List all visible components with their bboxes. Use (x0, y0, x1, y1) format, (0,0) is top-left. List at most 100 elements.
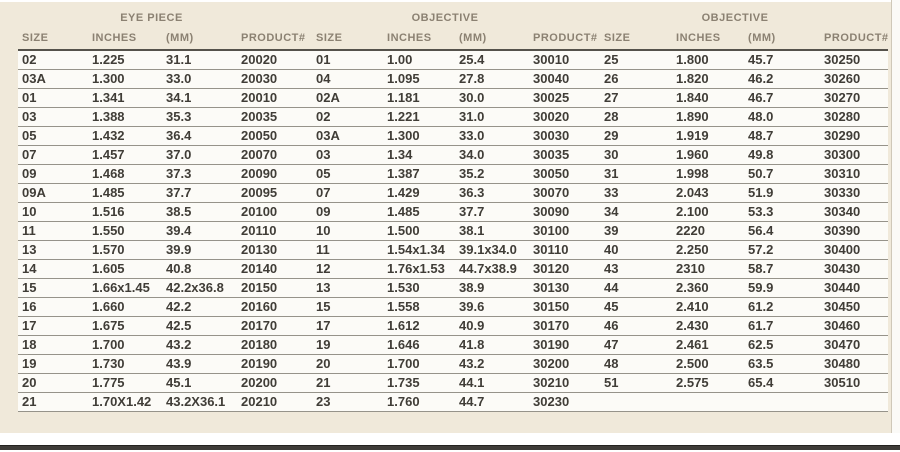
table-cell: 39.4 (162, 221, 238, 241)
table-cell: 02 (18, 50, 88, 70)
table-cell: 39.9 (162, 240, 238, 260)
column-header-product-1: PRODUCT# (237, 26, 313, 51)
table-cell: 30035 (529, 145, 601, 165)
spec-table: EYE PIECE OBJECTIVE OBJECTIVE SIZE INCHE… (18, 4, 889, 412)
table-cell: 01 (18, 88, 88, 108)
table-cell: 47 (600, 335, 673, 355)
table-cell: 20130 (237, 240, 313, 260)
bottom-rule (0, 445, 900, 450)
table-cell: 30260 (820, 69, 889, 89)
table-cell: 09 (312, 202, 384, 222)
table-cell: 1.919 (672, 126, 745, 146)
table-cell: 15 (312, 297, 384, 317)
table-cell: 1.730 (88, 354, 162, 374)
table-cell: 1.820 (672, 69, 745, 89)
table-cell: 2.575 (672, 373, 745, 393)
table-cell: 2.043 (672, 183, 745, 203)
table-cell: 1.500 (383, 221, 456, 241)
table-cell: 63.5 (744, 354, 821, 374)
table-cell: 58.7 (744, 259, 821, 279)
table-cell: 2.100 (672, 202, 745, 222)
table-row: 07 1.457 37.0 20070 03 1.34 34.0 30035 30 1.960 49… (18, 145, 889, 165)
table-cell: 20 (18, 373, 88, 393)
table-cell: 43.2 (455, 354, 530, 374)
table-row: 03 1.388 35.3 20035 02 1.221 31.0 30020 28 1.890 4… (18, 107, 889, 127)
table-cell: 25 (600, 50, 673, 70)
table-cell: 30 (600, 145, 673, 165)
table-cell: 05 (312, 164, 384, 184)
table-cell: 34.0 (455, 145, 530, 165)
group-header-spacer (529, 4, 600, 26)
table-cell: 30040 (529, 69, 601, 89)
table-cell: 09 (18, 164, 88, 184)
table-cell: 1.646 (383, 335, 456, 355)
table-cell: 30230 (529, 392, 601, 412)
table-row: 01 1.341 34.1 20010 02A 1.181 30.0 30025 27 1.840… (18, 88, 889, 108)
table-cell: 20070 (237, 145, 313, 165)
table-cell: 1.70X1.42 (88, 392, 162, 412)
table-cell: 17 (18, 316, 88, 336)
table-cell: 30440 (820, 278, 889, 298)
table-body: 02 1.225 31.1 20020 01 1.00 25.4 30010 25 1.800 45… (18, 50, 889, 412)
table-cell: 50.7 (744, 164, 821, 184)
table-cell: 20170 (237, 316, 313, 336)
table-cell: 26 (600, 69, 673, 89)
table-cell: 04 (312, 69, 384, 89)
table-row: 02 1.225 31.1 20020 01 1.00 25.4 30010 25 1.800 45… (18, 50, 889, 70)
table-cell: 31.0 (455, 107, 530, 127)
table-cell: 30120 (529, 259, 601, 279)
table-cell (820, 392, 889, 412)
table-cell: 1.468 (88, 164, 162, 184)
table-cell: 30130 (529, 278, 601, 298)
table-cell: 39 (600, 221, 673, 241)
table-cell: 15 (18, 278, 88, 298)
table-cell: 2.360 (672, 278, 745, 298)
table-cell: 07 (18, 145, 88, 165)
table-cell: 30290 (820, 126, 889, 146)
table-cell: 51 (600, 373, 673, 393)
table-cell: 1.998 (672, 164, 745, 184)
table-row: 11 1.550 39.4 20110 10 1.500 38.1 30100 39 2220 56… (18, 221, 889, 241)
table-cell: 41.8 (455, 335, 530, 355)
table-cell: 20200 (237, 373, 313, 393)
table-cell: 30070 (529, 183, 601, 203)
table-cell: 43.2 (162, 335, 238, 355)
group-header-spacer (600, 4, 672, 26)
table-cell: 30450 (820, 297, 889, 317)
column-header-mm-2: (MM) (455, 26, 530, 51)
table-cell: 44 (600, 278, 673, 298)
column-header-inches-2: INCHES (383, 26, 456, 51)
table-cell: 1.735 (383, 373, 456, 393)
table-row: 21 1.70X1.42 43.2X36.1 20210 23 1.760 44.7 3023… (18, 392, 889, 412)
table-row: 09A 1.485 37.7 20095 07 1.429 36.3 30070 33 2.043… (18, 183, 889, 203)
table-cell: 27 (600, 88, 673, 108)
table-cell: 30470 (820, 335, 889, 355)
table-cell: 20180 (237, 335, 313, 355)
table-cell: 1.675 (88, 316, 162, 336)
table-cell: 30200 (529, 354, 601, 374)
table-cell: 19 (312, 335, 384, 355)
table-cell: 46 (600, 316, 673, 336)
table-cell: 1.66x1.45 (88, 278, 162, 298)
table-cell: 59.9 (744, 278, 821, 298)
table-cell: 1.300 (383, 126, 456, 146)
table-cell: 1.760 (383, 392, 456, 412)
table-cell: 20110 (237, 221, 313, 241)
table-cell: 1.700 (383, 354, 456, 374)
table-cell: 11 (18, 221, 88, 241)
table-cell: 30390 (820, 221, 889, 241)
table-cell: 11 (312, 240, 384, 260)
table-cell: 1.095 (383, 69, 456, 89)
table-row: 17 1.675 42.5 20170 17 1.612 40.9 30170 46 2.430 6… (18, 316, 889, 336)
table-cell: 33.0 (455, 126, 530, 146)
table-cell: 30430 (820, 259, 889, 279)
table-cell: 1.485 (88, 183, 162, 203)
table-cell: 1.225 (88, 50, 162, 70)
table-cell: 30210 (529, 373, 601, 393)
table-cell: 20150 (237, 278, 313, 298)
table-cell: 20190 (237, 354, 313, 374)
table-cell: 1.485 (383, 202, 456, 222)
table-cell: 1.387 (383, 164, 456, 184)
table-cell: 56.4 (744, 221, 821, 241)
table-cell: 30300 (820, 145, 889, 165)
